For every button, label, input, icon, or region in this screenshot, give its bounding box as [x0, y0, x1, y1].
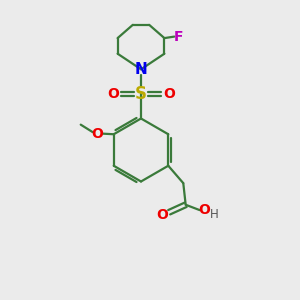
Text: O: O [91, 127, 103, 141]
Text: H: H [209, 208, 218, 221]
Text: O: O [156, 208, 168, 222]
Text: S: S [135, 85, 147, 103]
Text: N: N [135, 62, 147, 77]
Text: O: O [198, 203, 210, 217]
Text: O: O [163, 87, 175, 101]
Text: F: F [174, 30, 184, 44]
Text: O: O [107, 87, 119, 101]
